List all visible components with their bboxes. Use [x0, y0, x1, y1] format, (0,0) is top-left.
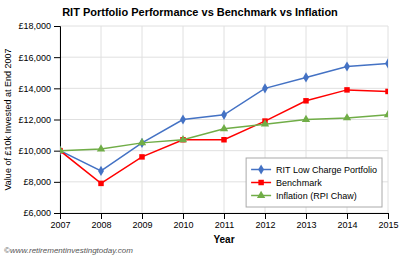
chart: 2007 2008 2009 2010 2011 2012 2013 2014 2015 £6,0…	[0, 0, 400, 257]
y-tick-label: £10,000	[18, 146, 51, 156]
y-tick-mark	[54, 88, 60, 89]
grid-line-x	[142, 26, 143, 213]
grid	[60, 26, 388, 213]
y-tick: £18,000	[18, 21, 60, 31]
marker	[98, 166, 104, 176]
x-tick-mark	[224, 213, 225, 219]
x-tick-mark	[142, 213, 143, 219]
y-tick: £8,000	[23, 177, 60, 187]
y-tick-mark	[54, 57, 60, 58]
legend-marker	[257, 191, 265, 198]
x-tick-mark	[306, 213, 307, 219]
y-tick: £6,000	[23, 208, 60, 218]
x-tick-mark	[183, 213, 184, 219]
marker	[262, 83, 268, 93]
x-tick: 2011	[215, 213, 234, 230]
y-tick-label: £18,000	[18, 21, 51, 31]
series-line	[60, 90, 388, 184]
x-tick: 2014	[337, 213, 357, 230]
x-tick-label: 2011	[215, 220, 234, 230]
series-line	[60, 63, 388, 171]
plot: 2007 2008 2009 2010 2011 2012 2013 2014 2015 £6,0…	[18, 21, 398, 230]
grid-line-x	[388, 26, 389, 213]
x-axis: 2007 2008 2009 2010 2011 2012 2013 2014 2015	[50, 213, 398, 230]
x-tick-label: 2008	[91, 220, 111, 230]
x-tick-label: 2014	[337, 220, 357, 230]
x-tick: 2015	[378, 213, 398, 230]
x-tick: 2010	[173, 213, 193, 230]
x-tick-mark	[388, 213, 389, 219]
marks	[60, 58, 388, 186]
marker	[343, 113, 351, 120]
marker	[98, 181, 103, 186]
marker	[385, 89, 388, 94]
x-tick-label: 2012	[255, 220, 275, 230]
marker	[220, 124, 228, 131]
x-tick: 2007	[50, 213, 70, 230]
x-tick-label: 2013	[296, 220, 316, 230]
x-axis-line	[61, 214, 389, 220]
x-tick-mark	[101, 213, 102, 219]
y-tick-label: £8,000	[23, 177, 51, 187]
legend-item: Benchmark	[251, 178, 322, 188]
x-tick-mark	[347, 213, 348, 219]
y-tick: £12,000	[18, 115, 60, 125]
marker	[97, 144, 105, 151]
y-tick-label: £12,000	[18, 115, 51, 125]
x-tick-label: 2009	[132, 220, 152, 230]
y-axis-line	[54, 27, 61, 214]
legend-marker	[258, 180, 263, 185]
y-tick-label: £16,000	[18, 53, 51, 63]
y-tick-mark	[54, 182, 60, 183]
legend-label: RIT Low Charge Portfolio	[276, 165, 377, 175]
marker	[344, 87, 349, 92]
y-tick-mark	[54, 26, 60, 27]
marker	[179, 135, 187, 142]
legend-label: Inflation (RPI Chaw)	[276, 191, 357, 201]
y-tick: £14,000	[18, 84, 60, 94]
y-axis-title: Value of £10k Invested at End 2007	[3, 49, 13, 191]
marker	[139, 154, 144, 159]
y-tick-label: £6,000	[23, 208, 51, 218]
legend-box	[246, 158, 382, 207]
x-tick-label: 2010	[173, 220, 193, 230]
series-line	[60, 115, 388, 151]
marker	[138, 138, 146, 145]
marker	[303, 72, 309, 82]
y-tick-mark	[54, 120, 60, 121]
x-axis-title: Year	[213, 234, 234, 245]
x-tick: 2013	[296, 213, 316, 230]
annotation: ©www.retirementinvestingtoday.com	[4, 246, 133, 255]
x-tick: 2009	[132, 213, 152, 230]
marker	[261, 119, 269, 126]
x-tick-label: 2007	[50, 220, 70, 230]
x-tick-label: 2015	[378, 220, 398, 230]
marker	[60, 146, 64, 153]
marker	[384, 110, 388, 117]
marker	[303, 98, 308, 103]
y-tick-label: £14,000	[18, 84, 51, 94]
marker	[344, 61, 350, 71]
y-tick: £10,000	[18, 146, 60, 156]
marker	[180, 114, 186, 124]
legend-item: RIT Low Charge Portfolio	[251, 164, 377, 174]
marker	[221, 137, 226, 142]
legend: RIT Low Charge Portfolio Benchmark Inflati…	[246, 158, 382, 207]
marker	[302, 115, 310, 122]
y-axis: £6,000 £8,000 £10,000 £12,000 £14,000 £16,000…	[18, 21, 60, 218]
x-tick: 2008	[91, 213, 111, 230]
marker	[221, 110, 227, 120]
y-tick-mark	[54, 151, 60, 152]
y-tick: £16,000	[18, 53, 60, 63]
marker	[385, 58, 388, 68]
legend-item: Inflation (RPI Chaw)	[251, 191, 357, 201]
x-tick-mark	[265, 213, 266, 219]
y-tick-mark	[54, 213, 60, 214]
legend-marker	[258, 164, 264, 174]
legend-label: Benchmark	[276, 178, 322, 188]
title: RIT Portfolio Performance vs Benchmark v…	[62, 6, 338, 18]
x-tick: 2012	[255, 213, 275, 230]
